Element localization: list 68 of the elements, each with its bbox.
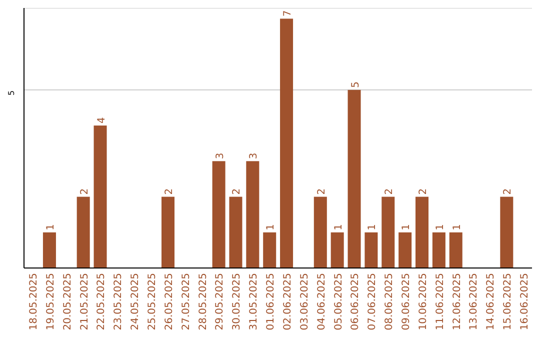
data-label: 2 bbox=[316, 188, 328, 195]
x-tick-label: 02.06.2025 bbox=[282, 273, 294, 330]
x-tick-label: 26.05.2025 bbox=[164, 273, 175, 330]
x-tick-label: 14.06.2025 bbox=[486, 273, 497, 330]
data-label: 7 bbox=[282, 10, 294, 17]
data-label: 1 bbox=[266, 224, 277, 230]
bar bbox=[314, 196, 327, 268]
x-tick-label: 21.05.2025 bbox=[79, 273, 90, 330]
x-tick-label: 29.05.2025 bbox=[214, 273, 226, 330]
bar bbox=[416, 196, 428, 268]
x-tick-label: 11.06.2025 bbox=[434, 273, 446, 330]
data-label: 2 bbox=[164, 188, 175, 195]
data-label: 1 bbox=[367, 224, 378, 230]
x-tick-label: 31.05.2025 bbox=[248, 273, 260, 330]
x-tick-label: 22.05.2025 bbox=[96, 273, 108, 330]
data-label: 1 bbox=[401, 224, 412, 230]
data-label: 4 bbox=[96, 117, 108, 124]
bar bbox=[246, 161, 260, 268]
x-tick-label: 05.06.2025 bbox=[333, 273, 344, 330]
data-label: 2 bbox=[384, 188, 396, 195]
bar bbox=[364, 232, 378, 268]
x-tick-label: 20.05.2025 bbox=[62, 273, 74, 330]
data-label: 5 bbox=[350, 82, 362, 88]
x-tick-label: 25.05.2025 bbox=[147, 273, 158, 330]
x-tick-label: 30.05.2025 bbox=[232, 273, 243, 330]
bar bbox=[94, 126, 107, 268]
data-label: 2 bbox=[79, 188, 90, 195]
bar bbox=[432, 232, 446, 268]
x-tick-label: 12.06.2025 bbox=[452, 273, 463, 330]
bar bbox=[42, 232, 56, 268]
x-tick-label: 15.06.2025 bbox=[502, 273, 514, 330]
x-tick-label: 04.06.2025 bbox=[316, 273, 328, 330]
data-label: 2 bbox=[418, 188, 429, 195]
x-tick-label: 27.05.2025 bbox=[180, 273, 192, 330]
x-tick-label: 06.06.2025 bbox=[350, 273, 362, 330]
x-tick-label: 13.06.2025 bbox=[468, 273, 480, 330]
bar bbox=[348, 90, 361, 268]
x-tick-label: 28.05.2025 bbox=[198, 273, 209, 330]
bar bbox=[212, 161, 226, 268]
bar bbox=[229, 196, 242, 268]
x-tick-label: 18.05.2025 bbox=[28, 273, 40, 330]
bar bbox=[162, 196, 174, 268]
bar bbox=[449, 232, 462, 268]
x-tick-label: 16.06.2025 bbox=[520, 273, 531, 330]
data-label: 1 bbox=[434, 224, 446, 230]
x-tick-label: 08.06.2025 bbox=[384, 273, 396, 330]
data-label: 3 bbox=[248, 152, 260, 160]
bar bbox=[382, 196, 395, 268]
bar bbox=[263, 232, 276, 268]
x-tick-label: 10.06.2025 bbox=[418, 273, 429, 330]
bar bbox=[280, 18, 294, 268]
data-label: 1 bbox=[333, 224, 344, 230]
data-label: 2 bbox=[502, 188, 514, 195]
x-tick-label: 23.05.2025 bbox=[113, 273, 124, 330]
bar bbox=[398, 232, 412, 268]
data-label: 3 bbox=[214, 152, 226, 160]
x-tick-label: 19.05.2025 bbox=[45, 273, 56, 330]
x-tick-label: 03.06.2025 bbox=[299, 273, 310, 330]
bar bbox=[330, 232, 344, 268]
data-label: 1 bbox=[45, 224, 56, 230]
x-tick-label: 09.06.2025 bbox=[401, 273, 412, 330]
data-label: 1 bbox=[452, 224, 463, 230]
x-tick-label: 01.06.2025 bbox=[266, 273, 277, 330]
bar bbox=[500, 196, 514, 268]
bar bbox=[76, 196, 90, 268]
x-tick-label: 07.06.2025 bbox=[367, 273, 378, 330]
x-tick-label: 24.05.2025 bbox=[130, 273, 142, 330]
data-label: 2 bbox=[232, 188, 243, 195]
